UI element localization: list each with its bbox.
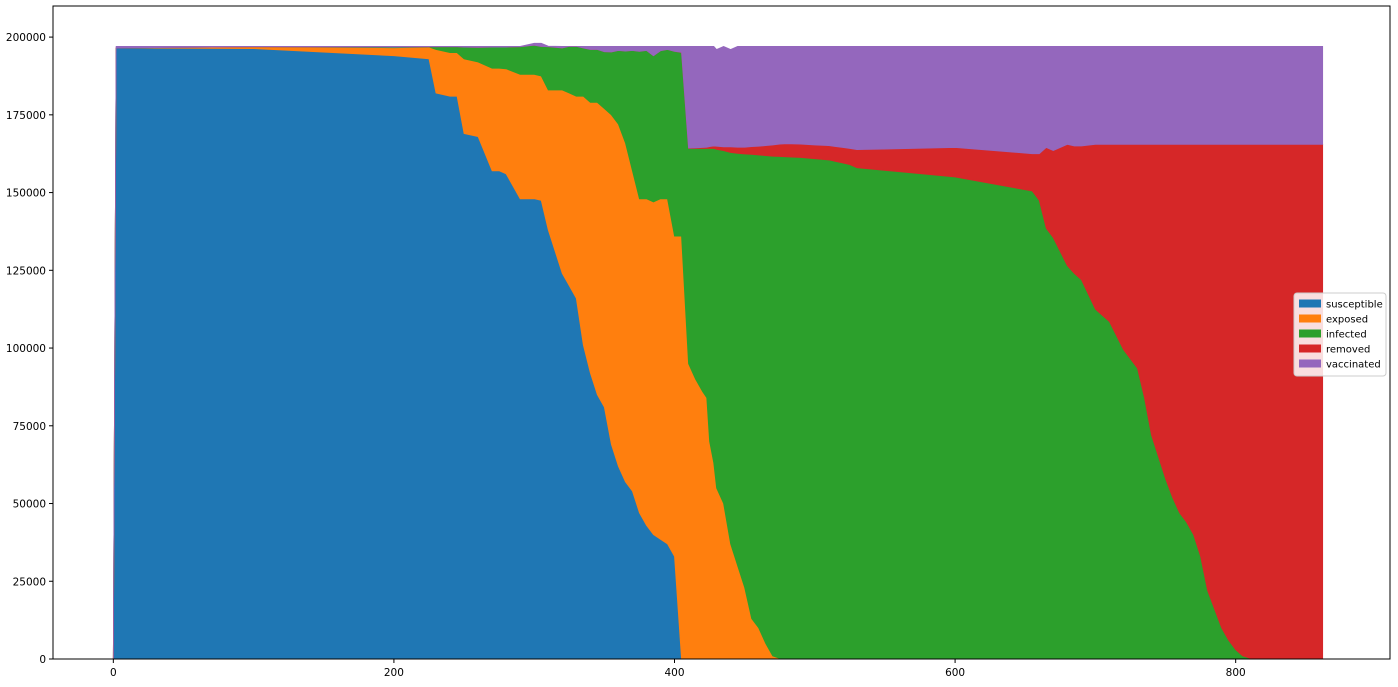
y-tick-label: 25000 [13, 576, 46, 588]
x-tick-label: 400 [664, 667, 684, 679]
y-tick-label: 75000 [13, 421, 46, 433]
y-tick-label: 0 [39, 654, 46, 666]
y-tick-label: 125000 [6, 265, 46, 277]
x-axis: 0 200 400 600 800 [110, 659, 1246, 679]
y-tick-label: 150000 [6, 188, 46, 200]
legend-box [1293, 292, 1387, 377]
legend-swatch-vaccinated [1299, 359, 1321, 368]
y-tick-label: 100000 [6, 343, 46, 355]
x-tick-label: 800 [1226, 667, 1246, 679]
x-tick-label: 0 [110, 667, 117, 679]
area-layers [112, 42, 1324, 660]
legend-label-susceptible: susceptible [1326, 300, 1383, 311]
legend: susceptible exposed infected removed vaccina… [1293, 292, 1387, 377]
legend-label-exposed: exposed [1326, 315, 1368, 326]
legend-swatch-removed [1299, 344, 1321, 353]
legend-swatch-infected [1299, 329, 1321, 338]
area-vaccinated [112, 42, 1324, 660]
y-tick-label: 200000 [6, 32, 46, 44]
x-tick-label: 200 [384, 667, 404, 679]
legend-swatch-exposed [1299, 314, 1321, 323]
legend-label-removed: removed [1326, 345, 1370, 356]
y-tick-label: 50000 [13, 499, 46, 511]
legend-label-infected: infected [1326, 330, 1367, 341]
x-tick-label: 600 [945, 667, 965, 679]
y-axis: 0 25000 50000 75000 100000 125000 150000 175000… [6, 32, 53, 666]
legend-label-vaccinated: vaccinated [1326, 360, 1381, 371]
plot-area-frame [52, 5, 1391, 660]
y-tick-label: 175000 [6, 110, 46, 122]
legend-swatch-susceptible [1299, 299, 1321, 308]
